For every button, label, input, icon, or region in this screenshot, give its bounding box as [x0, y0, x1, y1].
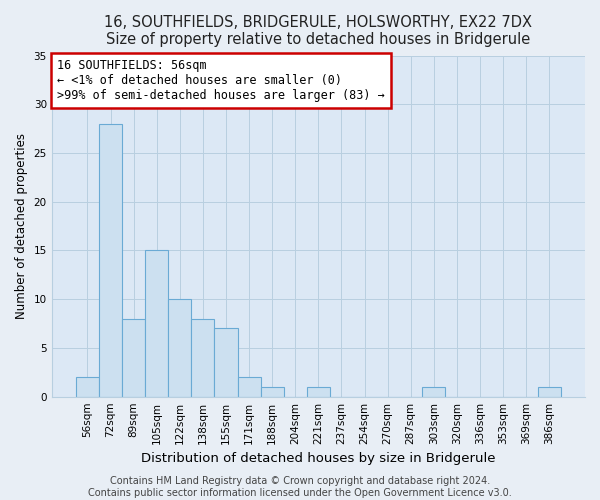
Bar	[214, 328, 238, 396]
Bar	[191, 318, 214, 396]
Bar	[422, 387, 445, 396]
Bar	[307, 387, 330, 396]
Bar	[168, 299, 191, 396]
X-axis label: Distribution of detached houses by size in Bridgerule: Distribution of detached houses by size …	[141, 452, 496, 465]
Text: 16 SOUTHFIELDS: 56sqm
← <1% of detached houses are smaller (0)
>99% of semi-deta: 16 SOUTHFIELDS: 56sqm ← <1% of detached …	[57, 59, 385, 102]
Bar	[538, 387, 561, 396]
Y-axis label: Number of detached properties: Number of detached properties	[15, 133, 28, 319]
Bar	[145, 250, 168, 396]
Bar	[122, 318, 145, 396]
Bar	[260, 387, 284, 396]
Bar	[238, 377, 260, 396]
Title: 16, SOUTHFIELDS, BRIDGERULE, HOLSWORTHY, EX22 7DX
Size of property relative to d: 16, SOUTHFIELDS, BRIDGERULE, HOLSWORTHY,…	[104, 15, 532, 48]
Bar	[99, 124, 122, 396]
Text: Contains HM Land Registry data © Crown copyright and database right 2024.
Contai: Contains HM Land Registry data © Crown c…	[88, 476, 512, 498]
Bar	[76, 377, 99, 396]
